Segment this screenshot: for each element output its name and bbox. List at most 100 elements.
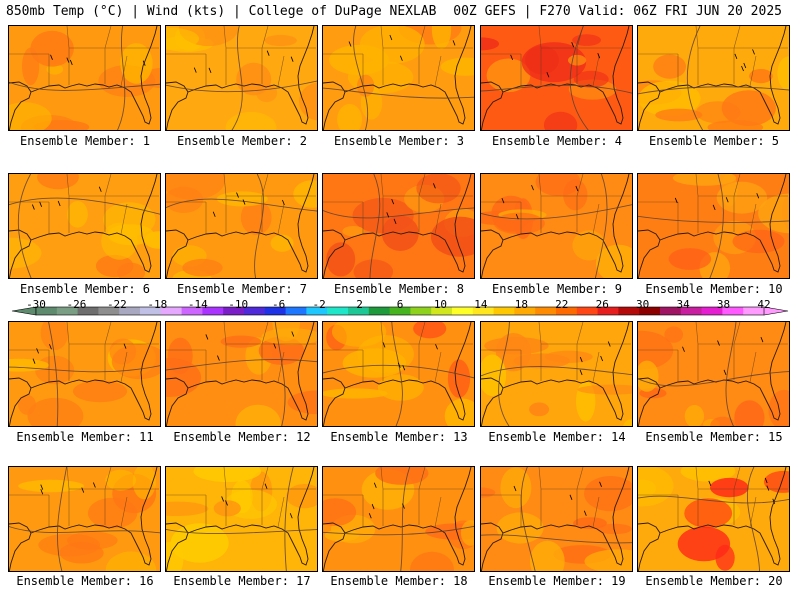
ensemble-member-map xyxy=(165,173,318,279)
colorbar-segment xyxy=(36,307,58,315)
colorbar-segment xyxy=(98,307,120,315)
temperature-field-map xyxy=(166,174,317,278)
colorbar-tick-label: 34 xyxy=(676,298,690,311)
colorbar-segment xyxy=(722,307,744,315)
colorbar-segment xyxy=(202,307,224,315)
colorbar-tick-label: -22 xyxy=(106,298,127,311)
ensemble-member-label: Ensemble Member: 12 xyxy=(173,430,311,444)
ensemble-member-label: Ensemble Member: 19 xyxy=(488,574,626,588)
ensemble-member-label: Ensemble Member: 6 xyxy=(19,282,151,296)
ensemble-member-label: Ensemble Member: 18 xyxy=(330,574,468,588)
ensemble-member-map xyxy=(165,466,318,572)
ensemble-member-map xyxy=(480,173,633,279)
temperature-field-map xyxy=(638,26,789,130)
colorbar-segment xyxy=(535,307,557,315)
temperature-field-map xyxy=(9,174,160,278)
ensemble-member-map xyxy=(8,321,161,427)
colorbar-segment xyxy=(77,307,99,315)
colorbar-tick-label: 22 xyxy=(555,298,569,311)
colorbar-tick-label: 10 xyxy=(433,298,448,311)
colorbar-segment xyxy=(348,307,370,315)
temperature-field-map xyxy=(9,467,160,571)
colorbar-segment xyxy=(597,307,619,315)
colorbar-tick-label: 6 xyxy=(396,298,404,311)
temperature-field-map xyxy=(638,467,789,571)
colorbar-tick-label: -18 xyxy=(147,298,168,311)
colorbar-segment xyxy=(264,307,286,315)
ensemble-member-map xyxy=(8,466,161,572)
ensemble-member-map xyxy=(637,466,790,572)
ensemble-member-map xyxy=(322,25,475,131)
ensemble-member-label: Ensemble Member: 15 xyxy=(645,430,783,444)
colorbar-tick-label: -2 xyxy=(312,298,326,311)
temperature-field-map xyxy=(638,174,789,278)
colorbar-segment xyxy=(743,307,765,315)
ensemble-member-map xyxy=(322,321,475,427)
colorbar-segment xyxy=(181,307,203,315)
colorbar-segment xyxy=(556,307,578,315)
colorbar-segment xyxy=(639,307,661,315)
ensemble-member-map xyxy=(637,321,790,427)
colorbar-tick-label: 14 xyxy=(474,298,488,311)
ensemble-member-map xyxy=(8,173,161,279)
ensemble-member-label: Ensemble Member: 17 xyxy=(173,574,311,588)
ensemble-member-label: Ensemble Member: 2 xyxy=(176,134,308,148)
colorbar-segment xyxy=(660,307,682,315)
colorbar-segment xyxy=(244,307,266,315)
colorbar-tick-label: 38 xyxy=(716,298,731,311)
colorbar-tick-label: -6 xyxy=(272,298,286,311)
ensemble-member-label: Ensemble Member: 8 xyxy=(333,282,465,296)
ensemble-member-map xyxy=(165,321,318,427)
ensemble-member-map xyxy=(322,173,475,279)
colorbar-tick-label: 18 xyxy=(514,298,528,311)
temperature-field-map xyxy=(481,174,632,278)
ensemble-member-label: Ensemble Member: 1 xyxy=(19,134,151,148)
ensemble-member-map xyxy=(480,466,633,572)
ensemble-member-map xyxy=(165,25,318,131)
colorbar-segment xyxy=(431,307,453,315)
colorbar-segment xyxy=(56,307,78,315)
temperature-field-map xyxy=(323,26,474,130)
ensemble-member-label: Ensemble Member: 3 xyxy=(333,134,465,148)
colorbar-segment xyxy=(285,307,307,315)
temperature-field-map xyxy=(323,174,474,278)
temperature-field-map xyxy=(9,322,160,426)
colorbar-tick-label: -10 xyxy=(228,298,249,311)
colorbar-segment xyxy=(223,307,245,315)
colorbar-segment xyxy=(701,307,723,315)
temperature-field-map xyxy=(323,467,474,571)
colorbar-tick-label: 42 xyxy=(757,298,771,311)
ensemble-member-map xyxy=(637,25,790,131)
temperature-field-map xyxy=(166,322,317,426)
colorbar-segment xyxy=(680,307,702,315)
colorbar-segment xyxy=(389,307,411,315)
ensemble-member-map xyxy=(8,25,161,131)
colorbar-segment xyxy=(368,307,390,315)
colorbar-segment xyxy=(306,307,328,315)
temperature-field-map xyxy=(481,467,632,571)
colorbar-segment xyxy=(576,307,598,315)
colorbar-tick-label: 30 xyxy=(636,298,650,311)
ensemble-member-map xyxy=(322,466,475,572)
ensemble-member-label: Ensemble Member: 5 xyxy=(648,134,780,148)
ensemble-member-label: Ensemble Member: 16 xyxy=(16,574,154,588)
colorbar-segment xyxy=(452,307,474,315)
ensemble-member-label: Ensemble Member: 10 xyxy=(645,282,783,296)
colorbar-segment xyxy=(618,307,640,315)
colorbar-segment xyxy=(327,307,349,315)
temperature-field-map xyxy=(638,322,789,426)
colorbar-tick-label: 2 xyxy=(356,298,363,311)
colorbar-segment xyxy=(493,307,515,315)
colorbar-segment xyxy=(160,307,182,315)
ensemble-member-label: Ensemble Member: 7 xyxy=(176,282,308,296)
colorbar-segment xyxy=(514,307,536,315)
header-right: 00Z GEFS | F270 Valid: 06Z FRI JUN 20 20… xyxy=(453,4,782,19)
colorbar-tick-label: -14 xyxy=(187,298,208,311)
temperature-colorbar xyxy=(0,297,800,321)
temperature-field-map xyxy=(323,322,474,426)
temperature-field-map xyxy=(166,26,317,130)
temperature-field-map xyxy=(9,26,160,130)
ensemble-member-map xyxy=(637,173,790,279)
colorbar-segment xyxy=(140,307,162,315)
ensemble-member-label: Ensemble Member: 4 xyxy=(491,134,623,148)
